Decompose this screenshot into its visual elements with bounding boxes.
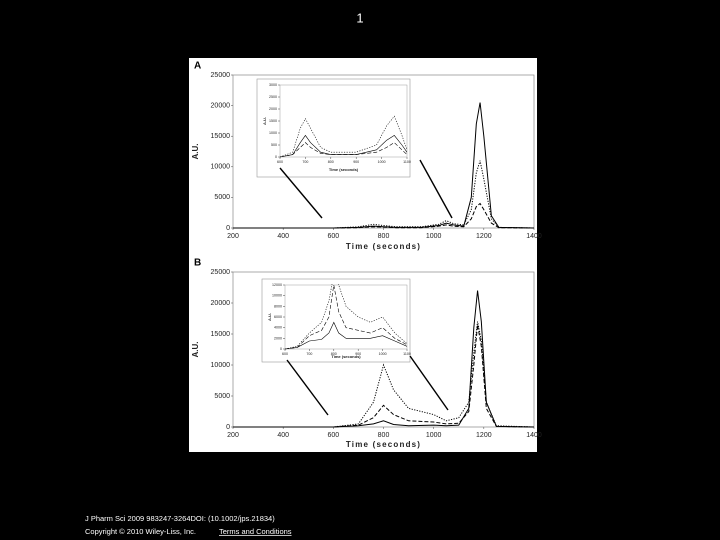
x-tick-label: 1200 bbox=[476, 432, 492, 439]
data-line bbox=[233, 102, 534, 229]
x-tick-label: 200 bbox=[227, 432, 239, 439]
terms-link[interactable]: Terms and Conditions bbox=[219, 527, 292, 536]
x-tick-label: 700 bbox=[302, 160, 308, 164]
data-line bbox=[233, 160, 534, 229]
y-tick-label: 2500 bbox=[269, 95, 277, 99]
x-tick-label: 1200 bbox=[476, 233, 492, 240]
inset-frame bbox=[256, 78, 411, 178]
y-tick-label: 0 bbox=[226, 424, 230, 431]
y-tick-label: 500 bbox=[271, 143, 277, 147]
y-axis-label: A.U. bbox=[262, 117, 267, 125]
y-tick-label: 0 bbox=[226, 225, 230, 232]
data-line bbox=[285, 284, 407, 350]
y-tick-label: 10000 bbox=[272, 294, 282, 298]
y-tick-label: 1500 bbox=[269, 119, 277, 123]
y-tick-label: 15000 bbox=[211, 331, 231, 338]
y-tick-label: 20000 bbox=[211, 300, 231, 307]
terms-link-text[interactable]: Terms and Conditions bbox=[219, 527, 292, 536]
data-line bbox=[233, 290, 534, 428]
x-tick-label: 800 bbox=[378, 432, 390, 439]
x-tick-label: 1400 bbox=[526, 233, 542, 240]
y-tick-label: 1000 bbox=[269, 131, 277, 135]
y-tick-label: 10000 bbox=[211, 362, 231, 369]
x-tick-label: 1000 bbox=[378, 160, 386, 164]
x-axis-label: Time (seconds) bbox=[329, 167, 359, 172]
x-tick-label: 1000 bbox=[426, 233, 442, 240]
y-tick-label: 3000 bbox=[269, 83, 277, 87]
y-tick-label: 8000 bbox=[274, 304, 282, 308]
y-tick-label: 10000 bbox=[211, 164, 231, 171]
x-tick-label: 600 bbox=[327, 432, 339, 439]
data-line bbox=[233, 321, 534, 428]
x-tick-label: 1400 bbox=[526, 432, 542, 439]
x-tick-label: 400 bbox=[277, 432, 289, 439]
x-tick-label: 900 bbox=[355, 352, 361, 356]
x-tick-label: 800 bbox=[331, 352, 337, 356]
x-tick-label: 400 bbox=[277, 233, 289, 240]
slide-number: 1 bbox=[356, 10, 363, 25]
x-tick-label: 1000 bbox=[426, 432, 442, 439]
x-tick-label: 1000 bbox=[379, 352, 387, 356]
data-line bbox=[280, 134, 407, 158]
y-tick-label: 5000 bbox=[214, 393, 230, 400]
y-axis-label: A.U. bbox=[267, 313, 272, 321]
x-tick-label: 1100 bbox=[403, 352, 411, 356]
x-tick-label: 700 bbox=[306, 352, 312, 356]
data-line bbox=[285, 321, 407, 350]
citation: J Pharm Sci 2009 983247-3264DOI: (10.100… bbox=[85, 514, 275, 523]
x-tick-label: 600 bbox=[327, 233, 339, 240]
y-tick-label: 4000 bbox=[274, 326, 282, 330]
callout-line bbox=[286, 359, 329, 416]
y-tick-label: 2000 bbox=[269, 107, 277, 111]
panel-label: A bbox=[194, 61, 201, 72]
y-tick-label: 25000 bbox=[211, 269, 231, 276]
y-tick-label: 25000 bbox=[211, 72, 231, 79]
data-line bbox=[280, 115, 407, 158]
panel-label: B bbox=[194, 258, 201, 269]
copyright: Copyright © 2010 Wiley-Liss, Inc. bbox=[85, 527, 196, 536]
y-tick-label: 15000 bbox=[211, 133, 231, 140]
y-tick-label: 2000 bbox=[274, 336, 282, 340]
callout-line bbox=[279, 167, 323, 219]
x-tick-label: 800 bbox=[328, 160, 334, 164]
callout-line bbox=[419, 159, 453, 219]
y-tick-label: 0 bbox=[275, 155, 277, 159]
y-tick-label: 12000 bbox=[272, 283, 282, 287]
y-tick-label: 5000 bbox=[214, 194, 230, 201]
y-tick-label: 20000 bbox=[211, 102, 231, 109]
x-axis-label: Time (seconds) bbox=[346, 242, 421, 251]
data-line bbox=[233, 202, 534, 229]
x-tick-label: 200 bbox=[227, 233, 239, 240]
data-line bbox=[233, 324, 534, 428]
x-axis-label: Time (seconds) bbox=[331, 354, 361, 359]
y-axis-label: A.U. bbox=[191, 144, 200, 160]
x-tick-label: 600 bbox=[282, 352, 288, 356]
x-tick-label: 1100 bbox=[403, 160, 411, 164]
y-tick-label: 6000 bbox=[274, 315, 282, 319]
inset-frame bbox=[261, 278, 411, 363]
x-tick-label: 900 bbox=[353, 160, 359, 164]
y-axis-label: A.U. bbox=[191, 342, 200, 358]
x-tick-label: 800 bbox=[378, 233, 390, 240]
x-axis-label: Time (seconds) bbox=[346, 440, 421, 449]
x-tick-label: 600 bbox=[277, 160, 283, 164]
y-tick-label: 0 bbox=[280, 347, 282, 351]
callout-line bbox=[409, 355, 449, 411]
